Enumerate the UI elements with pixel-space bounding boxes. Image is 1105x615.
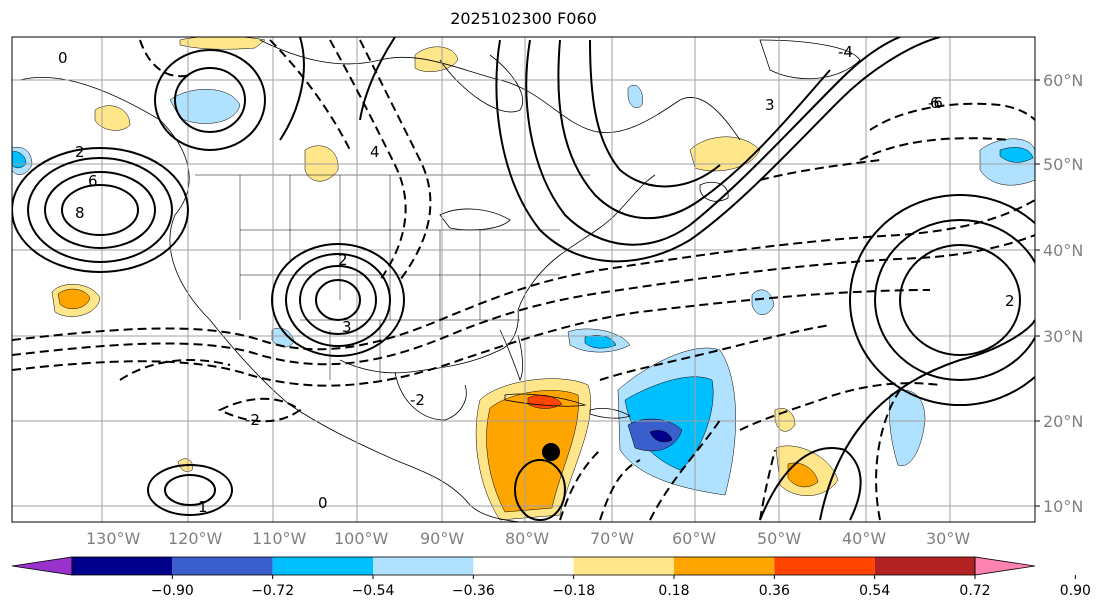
contour-label: 0 xyxy=(58,49,68,67)
contour-label: 4 xyxy=(370,143,380,161)
contour-high-pacific xyxy=(61,184,139,236)
colorbar-swatch xyxy=(373,557,474,575)
contour-label: 6 xyxy=(88,172,98,190)
contour-trough-east xyxy=(495,37,941,263)
colorbar-extend-max xyxy=(974,556,1036,576)
contour-label: -4 xyxy=(838,43,853,61)
anomaly-blue-labrador xyxy=(627,84,643,109)
contour-high-mex xyxy=(164,474,216,506)
colorbar-tick-label: 0.54 xyxy=(859,583,890,599)
colorbar-swatch xyxy=(473,557,574,575)
hudson-bay xyxy=(439,54,523,113)
lat-label: 40°N xyxy=(1043,241,1083,260)
lon-label: 60°W xyxy=(672,529,716,548)
contour-high-atlantic xyxy=(899,244,1021,356)
latitude-axis: 60°N 50°N 40°N 30°N 20°N 10°N xyxy=(1035,71,1083,516)
lon-label: 100°W xyxy=(334,529,389,548)
anomaly-cyan-gulf xyxy=(584,335,617,349)
anomaly-shading xyxy=(12,37,1035,521)
lat-label: 50°N xyxy=(1043,155,1083,174)
lat-label: 60°N xyxy=(1043,71,1083,90)
anomaly-blue-right xyxy=(979,138,1035,186)
anomaly-orange-pacific-core xyxy=(57,288,91,310)
colorbar-swatch xyxy=(874,557,975,575)
lon-label: 50°W xyxy=(757,529,801,548)
contour-label: 3 xyxy=(342,318,352,336)
anomaly-orange-ne xyxy=(787,462,819,488)
anomaly-navy-atlantic xyxy=(649,430,673,443)
lon-label: 40°W xyxy=(842,529,886,548)
lon-label: 110°W xyxy=(252,529,307,548)
lon-label: 30°W xyxy=(926,529,970,548)
colorbar-tick-label: 0.36 xyxy=(759,583,790,599)
colorbar-tick-label: −0.36 xyxy=(452,583,495,599)
contour-label: 3 xyxy=(765,96,775,114)
contour-label: -6 xyxy=(928,94,943,112)
anomaly-blue-se xyxy=(751,289,775,315)
contour-label: -2 xyxy=(245,411,260,429)
contour-label: 0 xyxy=(318,494,328,512)
greenland xyxy=(759,39,861,80)
cuba xyxy=(504,393,587,407)
contour-label: 8 xyxy=(75,204,85,222)
negative-contours xyxy=(12,39,1035,521)
longitude-axis: 130°W 120°W 110°W 100°W 90°W 80°W 70°W 6… xyxy=(86,529,970,548)
colorbar-swatch xyxy=(172,557,273,575)
colorbar-tick-label: −0.90 xyxy=(151,583,194,599)
colorbar-swatch xyxy=(72,557,173,575)
colorbar: −0.90 −0.72 −0.54 −0.36 −0.18 0.18 0.36 0.54 0.7… xyxy=(11,556,1091,599)
contour-label: -2 xyxy=(410,391,425,409)
map-title: 2025102300 F060 xyxy=(450,9,597,28)
contour-high-nw xyxy=(174,67,246,133)
contour-low-texas xyxy=(315,279,361,321)
contour-label: 6 xyxy=(930,94,940,112)
lon-label: 130°W xyxy=(86,529,141,548)
lon-label: 70°W xyxy=(590,529,634,548)
florida xyxy=(499,329,524,382)
colorbar-tick-label: 0.90 xyxy=(1060,583,1091,599)
colorbar-swatch xyxy=(674,557,775,575)
anomaly-blue-east xyxy=(889,390,926,467)
contour-high-carib xyxy=(514,459,566,521)
colorbar-swatch xyxy=(774,557,875,575)
gulf-coast xyxy=(339,309,519,374)
map-plot-area: 0 2 4 6 8 -2 -4 -6 2 3 1 0 -2 2 3 6 xyxy=(12,37,1035,522)
colorbar-outline xyxy=(71,556,976,576)
colorbar-swatch xyxy=(573,557,674,575)
contour-label: 2 xyxy=(1005,292,1015,310)
lon-label: 80°W xyxy=(505,529,549,548)
map-frame xyxy=(11,36,1036,523)
contour-label: 2 xyxy=(338,251,348,269)
colorbar-tick-label: 0.18 xyxy=(658,583,689,599)
contour-label: 2 xyxy=(75,143,85,161)
colorbar-tick-label: 0.72 xyxy=(959,583,990,599)
hispaniola xyxy=(589,408,631,419)
colorbar-tick-label: −0.18 xyxy=(552,583,595,599)
canada-north xyxy=(259,39,741,141)
anomaly-cyan-right xyxy=(999,147,1034,163)
colorbar-tick-label: −0.54 xyxy=(352,583,395,599)
newfoundland xyxy=(699,181,729,202)
positive-contours xyxy=(12,37,1035,521)
yucatan-coast xyxy=(394,371,467,421)
colorbar-tick-label: −0.72 xyxy=(251,583,294,599)
contour-label: 1 xyxy=(198,498,208,516)
lat-label: 30°N xyxy=(1043,327,1083,346)
anomaly-yellow-n xyxy=(414,46,459,72)
lat-label: 20°N xyxy=(1043,412,1083,431)
anomaly-yellow-alaska xyxy=(94,105,131,131)
lon-label: 120°W xyxy=(168,529,223,548)
colorbar-extend-min xyxy=(11,556,73,576)
east-coast xyxy=(517,174,656,311)
lon-label: 90°W xyxy=(420,529,464,548)
great-lakes xyxy=(439,208,511,231)
lat-label: 10°N xyxy=(1043,497,1083,516)
anomaly-yellow-nw xyxy=(179,37,266,50)
colorbar-swatch xyxy=(272,557,373,575)
anomaly-yellow-canada xyxy=(689,136,761,172)
contour-labels: 0 2 4 6 8 -2 -4 -6 2 3 1 0 -2 2 3 6 xyxy=(58,43,1015,516)
storm-center-marker xyxy=(542,443,560,461)
